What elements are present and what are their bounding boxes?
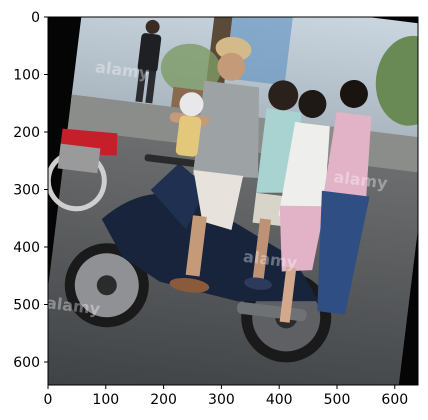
y-tick-label: 0	[31, 10, 40, 26]
girl-dress	[278, 121, 330, 216]
photo: alamy alamy alamy alamy	[48, 17, 418, 385]
background-pedestrian	[135, 19, 162, 104]
x-tick-label: 500	[324, 392, 351, 408]
riders	[169, 36, 372, 323]
back-girl-top	[323, 111, 372, 202]
axes-frame	[47, 16, 419, 386]
back-girl-jeans	[317, 190, 370, 315]
driver-shirt	[192, 80, 260, 178]
x-tick-label: 600	[381, 392, 408, 408]
y-tick-label: 100	[13, 68, 40, 84]
x-tick-label: 300	[208, 392, 235, 408]
x-axis: 0 100 200 300 400 500 600	[44, 385, 408, 408]
x-tick-label: 400	[266, 392, 293, 408]
y-tick-label: 300	[13, 183, 40, 199]
rotated-photo: alamy alamy alamy alamy	[48, 17, 418, 385]
x-tick-label: 0	[44, 392, 53, 408]
x-tick-label: 100	[92, 392, 119, 408]
y-tick-label: 500	[13, 298, 40, 314]
y-axis: 0 100 200 300 400 500 600	[13, 10, 48, 371]
red-scooter	[48, 128, 118, 212]
x-tick-label: 200	[150, 392, 177, 408]
y-tick-label: 600	[13, 355, 40, 371]
foliage	[375, 35, 418, 126]
y-tick-label: 400	[13, 240, 40, 256]
y-tick-label: 200	[13, 125, 40, 141]
